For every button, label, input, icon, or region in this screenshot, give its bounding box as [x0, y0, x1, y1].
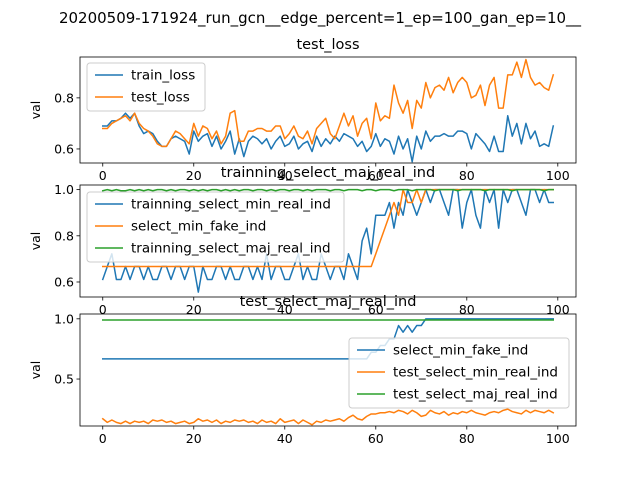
x-tick-label: 40 — [277, 431, 293, 446]
y-axis-label: val — [28, 361, 43, 380]
x-tick-label: 60 — [368, 431, 384, 446]
y-tick-label: 1.0 — [54, 182, 74, 197]
x-tick-label: 100 — [546, 168, 570, 183]
legend: trainning_select_min_real_ind select_min_… — [86, 191, 345, 263]
x-tick-label: 20 — [186, 168, 202, 183]
y-tick-label: 1.0 — [54, 311, 74, 326]
x-tick-label: 40 — [277, 302, 293, 317]
legend-label: test_loss — [131, 90, 190, 106]
series-line-3-1 — [102, 318, 554, 360]
y-axis-label: val — [28, 232, 43, 251]
x-tick-label: 100 — [546, 431, 570, 446]
x-tick-label: 60 — [368, 168, 384, 183]
series-line-1-1 — [102, 112, 555, 163]
legend: train_loss test_loss — [86, 62, 206, 112]
subplot-title: trainning_select_maj_real_ind — [221, 165, 435, 181]
legend-label: trainning_select_min_real_ind — [131, 197, 331, 213]
y-tick-label: 0.5 — [54, 372, 74, 387]
x-tick-label: 20 — [186, 302, 202, 317]
x-tick-label: 100 — [546, 302, 570, 317]
legend-box — [86, 191, 345, 263]
series-line-2-3 — [101, 188, 554, 192]
x-tick-label: 40 — [277, 168, 293, 183]
subplot-title: test_loss — [296, 37, 359, 53]
x-tick-label: 20 — [186, 431, 202, 446]
legend-label: select_min_fake_ind — [131, 219, 266, 235]
legend: select_min_fake_ind test_select_min_real_… — [348, 337, 570, 409]
axes-frame — [79, 313, 577, 427]
x-tick-label: 80 — [459, 431, 475, 446]
legend-label: test_select_maj_real_ind — [393, 387, 558, 403]
subplot-3: 0 20 40 60 80 100 0.5 1.0 val test_select_maj_rea… — [28, 294, 577, 446]
figure-suptitle: 20200509-171924_run_gcn__edge_percent=1_… — [59, 9, 582, 28]
series-line-1-2 — [102, 58, 555, 148]
series-line-3-2 — [101, 408, 555, 426]
x-tick-label: 0 — [99, 302, 107, 317]
y-tick-label: 0.6 — [54, 274, 74, 289]
legend-label: test_select_min_real_ind — [393, 365, 558, 381]
legend-label: train_loss — [131, 68, 195, 84]
x-tick-label: 0 — [99, 168, 107, 183]
subplot-title: test_select_maj_real_ind — [240, 294, 417, 310]
subplot-2: 0 20 40 60 80 100 0.6 0.8 1.0 val trainning_select… — [28, 165, 577, 317]
x-tick-label: 80 — [459, 302, 475, 317]
legend-label: select_min_fake_ind — [393, 343, 528, 359]
y-tick-label: 0.8 — [54, 228, 74, 243]
axes-frame — [79, 56, 577, 164]
x-tick-label: 60 — [368, 302, 384, 317]
subplots: 0 20 40 60 80 1000.60.8valtest_losstrain_loss… — [28, 37, 577, 446]
subplot-1: 0 20 40 60 80 1000.60.8valtest_losstrain_loss… — [28, 37, 577, 183]
y-tick-label: 0.8 — [54, 90, 74, 105]
legend-box — [348, 337, 570, 409]
y-tick-label: 0.6 — [54, 141, 74, 156]
axes-frame — [79, 184, 577, 298]
y-axis-label: val — [28, 101, 43, 120]
x-tick-label: 0 — [99, 431, 107, 446]
legend-label: trainning_select_maj_real_ind — [131, 241, 331, 257]
x-tick-label: 80 — [459, 168, 475, 183]
